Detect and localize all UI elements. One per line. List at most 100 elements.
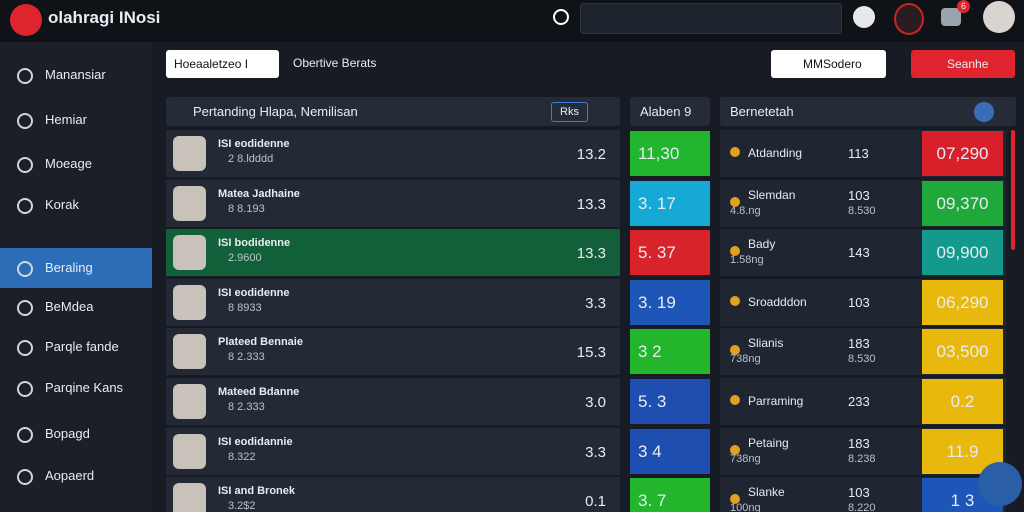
price-cell[interactable]: 03,500 [922, 329, 1003, 375]
search-icon[interactable] [553, 9, 569, 25]
nav-item[interactable]: Aopaerd [45, 468, 95, 483]
score: 3.3 [585, 443, 606, 461]
row[interactable] [166, 477, 620, 512]
panel-title[interactable]: Alaben 9 [640, 104, 692, 119]
nav-item[interactable]: Bopagd [45, 426, 90, 441]
avatar [173, 284, 206, 320]
nav-item[interactable]: Parqine Kans [45, 380, 124, 395]
icon[interactable] [853, 6, 875, 28]
odds-cell[interactable]: 5. 3 [630, 379, 710, 424]
number: 103 [848, 294, 870, 310]
nav-icon [17, 113, 33, 129]
row[interactable] [166, 427, 620, 475]
label: Parraming [748, 394, 804, 408]
icon[interactable] [974, 102, 994, 122]
icon[interactable] [894, 3, 924, 35]
number: 113 [848, 146, 869, 161]
score: 15.3 [576, 344, 606, 362]
odds-cell[interactable]: 3. 17 [630, 180, 710, 226]
score: 3.0 [585, 394, 606, 411]
nav-item[interactable]: Manansiar [45, 67, 106, 82]
price-cell[interactable]: 06,290 [922, 279, 1003, 325]
number: 103 [848, 187, 870, 203]
odds-cell[interactable]: 3 2 [630, 329, 710, 375]
odds-cell[interactable]: 5. 37 [630, 230, 710, 276]
nav-icon [17, 157, 33, 173]
status-dot [730, 494, 740, 505]
nav-icon [17, 300, 33, 316]
badge: 6 [957, 0, 970, 13]
team-name: ISI and Bronek [218, 485, 296, 498]
label-sub: 738ng [730, 353, 761, 366]
avatar[interactable] [983, 1, 1015, 33]
row[interactable] [166, 328, 620, 376]
row[interactable] [166, 378, 620, 425]
row[interactable] [166, 278, 620, 326]
team-sub: 8 2.333 [228, 351, 265, 364]
avatar [173, 185, 206, 221]
nav-icon [17, 340, 33, 356]
chat-button[interactable] [978, 462, 1022, 506]
panel-header [720, 97, 1016, 126]
team-name: ISI eodidenne [218, 138, 290, 150]
score: 0.1 [585, 493, 606, 511]
nav-item[interactable]: Moeage [45, 156, 92, 171]
team-name: Matea Jadhaine [218, 187, 300, 200]
tab[interactable]: Obertive Berats [293, 56, 377, 70]
row[interactable] [166, 229, 620, 277]
logo[interactable] [10, 4, 42, 36]
score: 13.3 [576, 195, 606, 213]
nav-item[interactable]: Korak [45, 197, 79, 212]
search-box[interactable] [580, 3, 842, 34]
icon[interactable] [941, 8, 961, 26]
button[interactable]: Seanhe [911, 50, 1015, 78]
dropdown[interactable]: MMSodero [771, 50, 886, 78]
nav-item[interactable]: Hemiar [45, 112, 87, 127]
row[interactable] [166, 130, 620, 177]
price-cell[interactable]: 0.2 [922, 379, 1003, 424]
score: 3.3 [585, 294, 606, 312]
nav-item[interactable]: Parqle fande [45, 339, 119, 354]
odds-cell[interactable]: 3. 19 [630, 279, 710, 325]
avatar [173, 235, 206, 271]
nav-item[interactable]: BeMdea [45, 299, 94, 314]
label: Slianis [748, 336, 784, 351]
badge[interactable]: Rks [551, 102, 588, 122]
price-cell[interactable]: 07,290 [922, 131, 1003, 176]
label-sub: 100ng [730, 502, 761, 512]
number-sub: 8.238 [848, 452, 876, 465]
odds-cell[interactable]: 3. 7 [630, 478, 710, 512]
label: Slanke [748, 485, 785, 500]
team-name: ISI eodidenne [218, 286, 290, 299]
status-dot [730, 395, 740, 405]
status-dot [730, 147, 740, 157]
status-dot [730, 295, 740, 306]
label: Petaing [748, 435, 789, 450]
avatar [173, 334, 206, 370]
team-sub: 3.2$2 [228, 500, 256, 512]
avatar [173, 136, 206, 171]
input[interactable]: Hoeaaletzeo I [166, 50, 279, 78]
number: 233 [848, 394, 870, 409]
avatar [173, 483, 206, 512]
label: Sroadddon [748, 294, 807, 309]
price-cell[interactable]: 09,370 [922, 180, 1003, 226]
status-dot [730, 246, 740, 257]
nav-icon [17, 198, 33, 214]
price-cell[interactable]: 09,900 [922, 230, 1003, 276]
odds-cell[interactable]: 3 4 [630, 428, 710, 474]
nav-icon [17, 427, 33, 443]
team-sub: 2.9600 [228, 252, 262, 265]
panel-header [166, 97, 620, 126]
number-sub: 8.530 [848, 353, 876, 366]
panel-title: Bernetetah [730, 104, 794, 119]
number: 143 [848, 245, 870, 261]
odds-cell[interactable]: 11,30 [630, 131, 710, 176]
row[interactable] [166, 179, 620, 227]
status-dot [730, 196, 740, 207]
nav-item[interactable]: Beraling [45, 260, 93, 275]
number: 183 [848, 336, 870, 352]
price-cell[interactable]: 11.9 [922, 428, 1003, 474]
nav-icon [17, 68, 33, 84]
